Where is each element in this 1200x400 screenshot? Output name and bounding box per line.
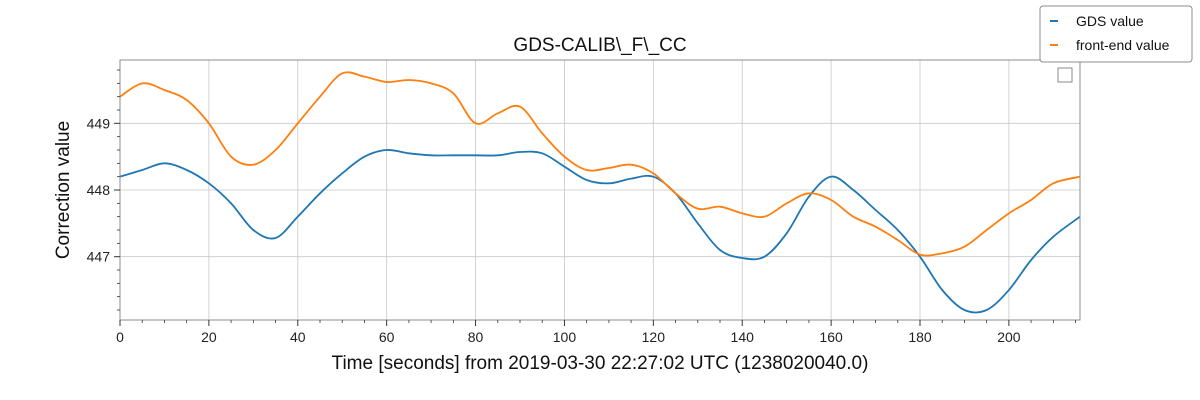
ticks (114, 69, 1076, 326)
x-tick-label: 140 (731, 329, 755, 345)
x-tick-label: 180 (908, 329, 932, 345)
x-tick-label: 20 (201, 329, 217, 345)
x-tick-label: 80 (468, 329, 484, 345)
legend: GDS value front-end value (1039, 5, 1193, 63)
x-tick-label: 60 (379, 329, 395, 345)
series-layer (119, 71, 1081, 314)
series-line-front-end-value (119, 71, 1081, 257)
tick-labels: 0 20 40 60 80 100 120 140 160 180 200 447 448 449 (87, 115, 1021, 345)
x-tick-label: 200 (997, 329, 1021, 345)
x-tick-label: 120 (642, 329, 666, 345)
y-tick-label: 449 (87, 115, 111, 131)
legend-frame (1039, 5, 1193, 63)
chart-title: GDS-CALIB\_F\_CC (513, 35, 686, 56)
x-axis-title: Time [seconds] from 2019-03-30 22:27:02 … (332, 353, 869, 374)
inner-legend-box (1057, 67, 1073, 83)
legend-label-front-end-value: front-end value (1076, 37, 1170, 53)
x-tick-label: 40 (290, 329, 306, 345)
x-tick-label: 100 (553, 329, 577, 345)
x-tick-label: 0 (116, 329, 124, 345)
y-tick-label: 448 (87, 182, 111, 198)
y-tick-label: 447 (87, 249, 111, 265)
legend-label-gds-value: GDS value (1076, 13, 1144, 29)
y-axis-title: Correction value (53, 121, 74, 259)
x-tick-label: 160 (819, 329, 843, 345)
